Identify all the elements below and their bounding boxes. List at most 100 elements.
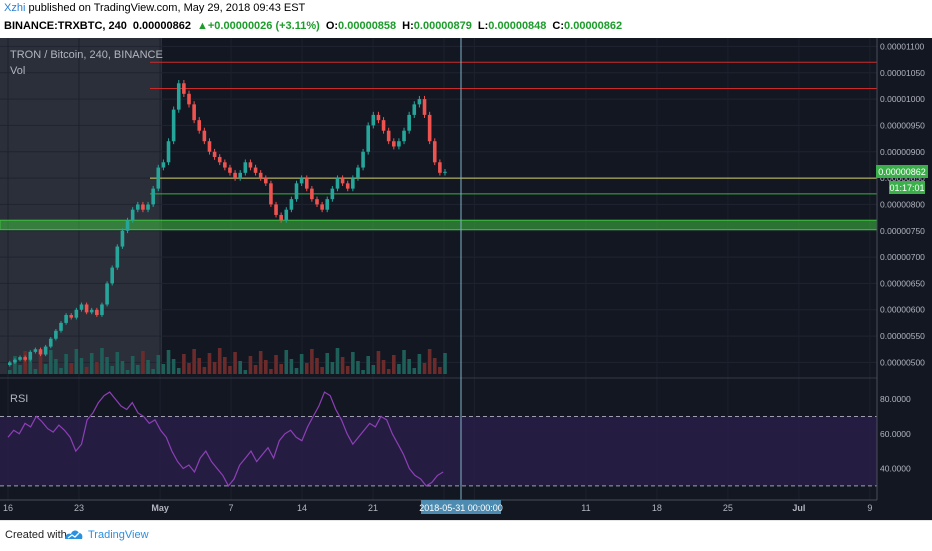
volume-bar <box>192 349 196 374</box>
volume-bar <box>294 368 299 374</box>
volume-bar <box>115 352 120 374</box>
candle-body <box>217 157 222 163</box>
price-tick-label: 0.00000550 <box>880 331 925 341</box>
volume-bar <box>258 351 263 374</box>
volume-bar <box>351 352 355 374</box>
candle-body <box>105 283 109 305</box>
candle-body <box>18 357 22 360</box>
volume-bar <box>356 361 360 374</box>
candle-body <box>392 141 396 147</box>
volume-bar <box>407 359 411 374</box>
time-tick-label: 25 <box>723 503 733 513</box>
candle-body <box>443 171 447 173</box>
candle-body <box>64 315 68 323</box>
volume-bar <box>381 360 386 374</box>
volume-bar <box>310 349 314 374</box>
volume-bars <box>8 348 447 374</box>
countdown-badge <box>889 181 925 194</box>
volume-bar <box>361 370 365 374</box>
candle-body <box>345 183 350 189</box>
candle-body <box>397 141 401 147</box>
time-tick-label: May <box>151 503 169 513</box>
close-label: C: <box>552 20 565 32</box>
countdown-label: 01:17:01 <box>889 183 924 193</box>
time-tick-label: 21 <box>368 503 378 513</box>
volume-bar <box>315 358 319 374</box>
volume-bar <box>28 360 33 374</box>
change-value: +0.00000026 (+3.11%) <box>207 20 320 32</box>
price-tick-label: 0.00001100 <box>880 41 925 51</box>
candle-body <box>407 114 411 131</box>
volume-bar <box>18 365 22 374</box>
volume-bar <box>274 355 278 374</box>
chart-canvas[interactable]: 0.00001100 0.00001050 0.00001000 0.00000950… <box>0 38 932 520</box>
price-tick-label: 0.00000850 <box>880 173 925 183</box>
rsi-tick-label: 80.0000 <box>880 394 911 404</box>
volume-bar <box>156 355 161 374</box>
highlight-region <box>0 38 162 374</box>
candle-body <box>13 359 17 363</box>
volume-bar <box>84 367 89 374</box>
price-tick-label: 0.00000750 <box>880 226 925 236</box>
volume-bar <box>345 366 350 374</box>
high-label: H: <box>402 20 414 32</box>
candle-body <box>335 178 340 189</box>
candle-body <box>176 83 181 110</box>
candle-body <box>151 188 155 205</box>
time-tick-label: 9 <box>867 503 872 513</box>
candle-body <box>315 199 319 205</box>
tradingview-logo-icon <box>65 530 83 539</box>
candle-body <box>284 209 289 221</box>
candle-body <box>340 178 345 184</box>
volume-bar <box>269 369 273 374</box>
rsi-tick-labels: 80.0000 60.0000 40.0000 <box>880 394 911 473</box>
candle-body <box>23 357 27 360</box>
price-tick-label: 0.00000700 <box>880 252 925 262</box>
volume-bar <box>238 361 242 374</box>
candle-body <box>84 304 89 313</box>
volume-bar <box>202 367 207 374</box>
candle-body <box>325 199 330 210</box>
candle-body <box>136 204 140 210</box>
last-price-label: 0.00000862 <box>878 167 926 177</box>
volume-bar <box>371 365 376 374</box>
close-value: 0.00000862 <box>564 20 623 32</box>
tradingview-link[interactable]: TradingView <box>88 529 149 541</box>
volume-bar <box>392 355 396 374</box>
volume-bar <box>105 357 109 374</box>
volume-bar <box>248 356 253 374</box>
candle-body <box>427 114 432 142</box>
volume-bar <box>402 350 406 374</box>
author-link[interactable]: Xzhi <box>4 2 26 14</box>
volume-bar <box>166 350 171 374</box>
candle-body <box>79 304 84 310</box>
open-value: 0.00000858 <box>338 20 397 32</box>
volume-bar <box>386 369 391 374</box>
candle-body <box>361 151 365 168</box>
crosshair-time-badge <box>421 500 501 514</box>
price-axis[interactable] <box>877 38 932 520</box>
volume-bar <box>289 359 294 374</box>
candle-body <box>161 162 166 168</box>
price-value: 0.00000862 <box>132 20 191 32</box>
candle-body <box>253 167 258 173</box>
volume-bar <box>422 363 427 374</box>
volume-bar <box>279 364 283 374</box>
volume-bar <box>376 351 381 374</box>
candle-body <box>258 172 263 179</box>
candle-body <box>130 209 135 221</box>
last-price-badge <box>876 165 928 178</box>
rsi-label: RSI <box>10 393 28 405</box>
candle-body <box>279 214 283 221</box>
chart-title: TRON / Bitcoin, 240, BINANCE <box>10 49 163 61</box>
high-value: 0.00000879 <box>413 20 472 32</box>
symbol-line: BINANCE:TRXBTC, 240 0.00000862 ▲+0.0000002… <box>4 20 622 32</box>
volume-bar <box>223 357 227 374</box>
candle-body <box>294 183 299 200</box>
volume-bar <box>146 360 150 374</box>
open-label: O: <box>325 20 339 32</box>
candle-body <box>299 178 304 184</box>
candle-body <box>156 167 161 189</box>
price-tick-label: 0.00000500 <box>880 357 925 367</box>
volume-bar <box>438 367 442 374</box>
